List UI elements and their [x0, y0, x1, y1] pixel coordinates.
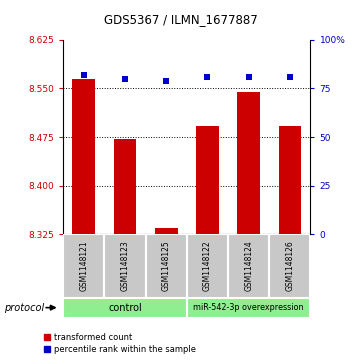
- Bar: [187, 234, 228, 298]
- Bar: [104, 234, 145, 298]
- Point: [287, 74, 293, 80]
- Point: [163, 78, 169, 83]
- Text: GSM1148126: GSM1148126: [285, 241, 294, 291]
- Bar: [63, 298, 187, 318]
- Text: miR-542-3p overexpression: miR-542-3p overexpression: [193, 303, 304, 312]
- Text: GSM1148123: GSM1148123: [121, 241, 130, 291]
- Text: protocol: protocol: [4, 303, 44, 313]
- Bar: [63, 234, 104, 298]
- Point: [81, 72, 87, 78]
- Point: [205, 74, 210, 80]
- Text: GSM1148122: GSM1148122: [203, 241, 212, 291]
- Bar: [155, 228, 178, 234]
- Bar: [187, 298, 310, 318]
- Text: control: control: [108, 303, 142, 313]
- Point: [122, 76, 128, 82]
- Point: [246, 74, 252, 80]
- Text: GSM1148124: GSM1148124: [244, 241, 253, 291]
- Bar: [279, 126, 301, 234]
- Text: GSM1148121: GSM1148121: [79, 241, 88, 291]
- Bar: [196, 126, 219, 234]
- Bar: [237, 92, 260, 234]
- Text: GSM1148125: GSM1148125: [162, 241, 171, 291]
- Bar: [114, 139, 136, 234]
- Bar: [269, 234, 310, 298]
- Bar: [145, 234, 187, 298]
- Legend: transformed count, percentile rank within the sample: transformed count, percentile rank withi…: [40, 330, 199, 357]
- Text: GDS5367 / ILMN_1677887: GDS5367 / ILMN_1677887: [104, 13, 257, 26]
- Bar: [228, 234, 269, 298]
- Bar: [73, 79, 95, 234]
